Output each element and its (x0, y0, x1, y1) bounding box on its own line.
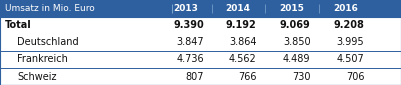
Text: 9.208: 9.208 (333, 20, 364, 31)
Text: 2014: 2014 (226, 4, 251, 13)
Text: Umsatz in Mio. Euro: Umsatz in Mio. Euro (5, 4, 95, 13)
Text: 4.507: 4.507 (336, 54, 364, 65)
Text: 4.489: 4.489 (283, 54, 310, 65)
Text: 3.847: 3.847 (176, 37, 204, 48)
Text: 9.390: 9.390 (173, 20, 204, 31)
Text: Frankreich: Frankreich (17, 54, 68, 65)
Bar (0, 34, 401, 51)
Bar (0, 51, 401, 68)
Text: 2016: 2016 (333, 4, 358, 13)
Text: 766: 766 (238, 71, 257, 82)
Text: 3.995: 3.995 (336, 37, 364, 48)
Text: 9.069: 9.069 (280, 20, 310, 31)
Bar (0, 17, 401, 34)
Text: 706: 706 (346, 71, 364, 82)
Text: Schweiz: Schweiz (17, 71, 57, 82)
Bar (0, 68, 401, 85)
Text: 4.562: 4.562 (229, 54, 257, 65)
Text: Total: Total (5, 20, 32, 31)
Text: 730: 730 (292, 71, 310, 82)
Text: 2013: 2013 (173, 4, 198, 13)
Text: 2015: 2015 (279, 4, 304, 13)
Text: 807: 807 (185, 71, 204, 82)
Bar (0, 0, 401, 17)
Text: Deutschland: Deutschland (17, 37, 79, 48)
Text: 3.850: 3.850 (283, 37, 310, 48)
Text: 4.736: 4.736 (176, 54, 204, 65)
Text: 3.864: 3.864 (229, 37, 257, 48)
Text: 9.192: 9.192 (226, 20, 257, 31)
